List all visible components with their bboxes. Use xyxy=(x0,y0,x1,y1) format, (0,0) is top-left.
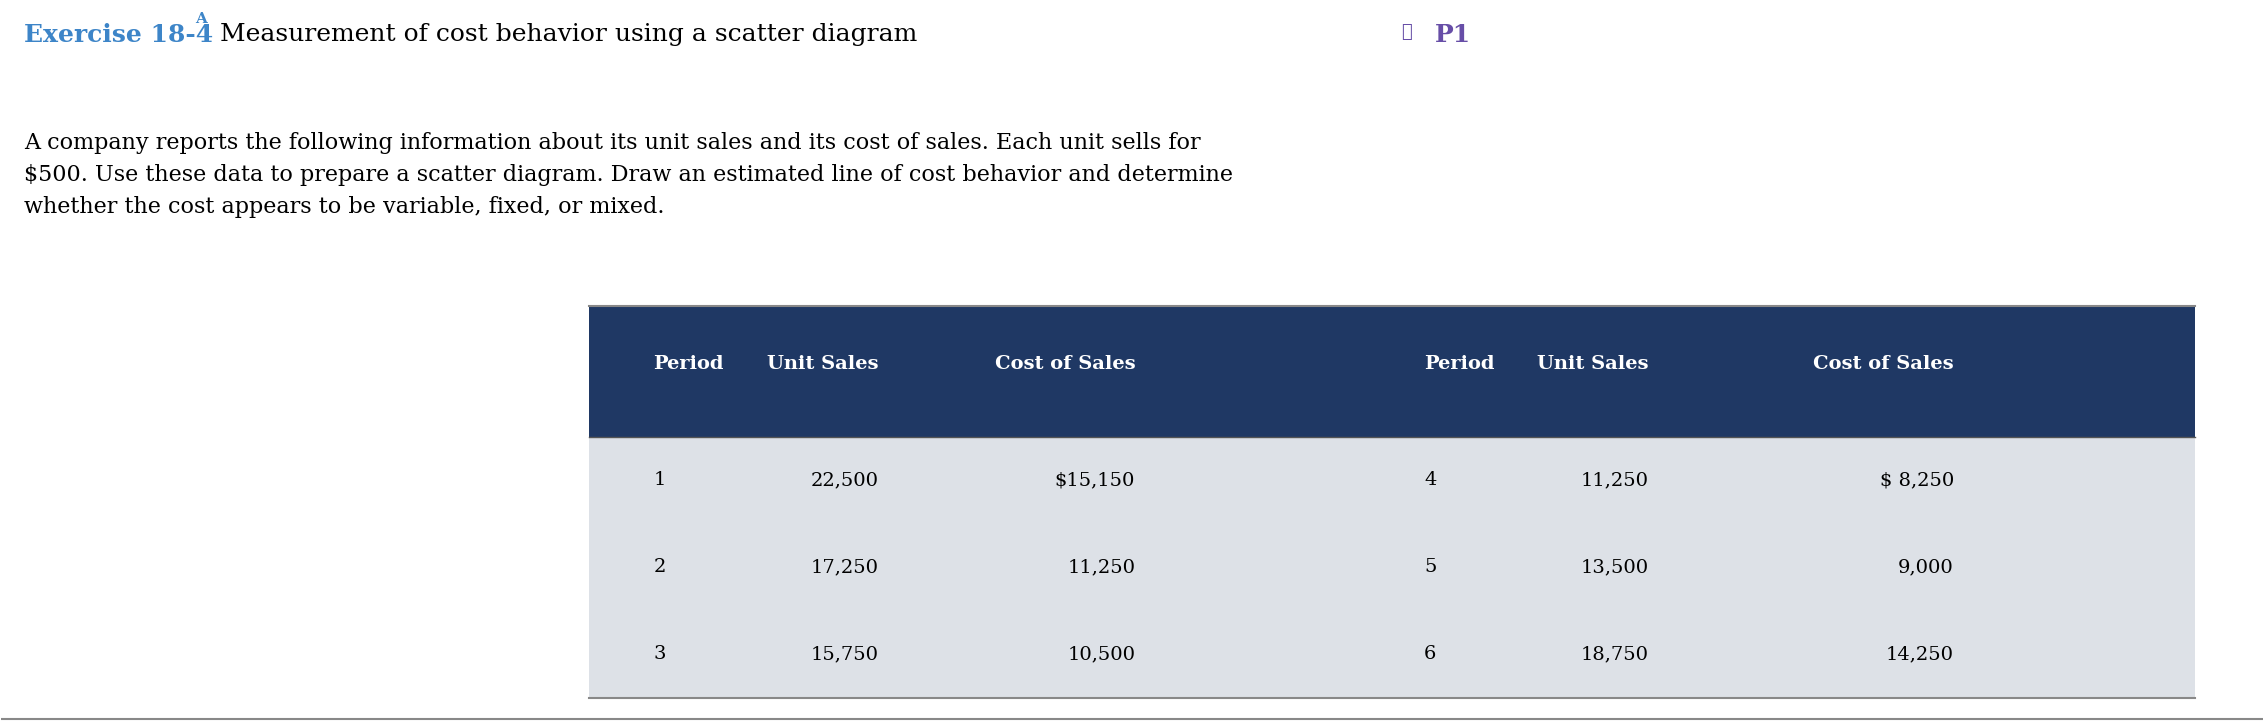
Text: Measurement of cost behavior using a scatter diagram: Measurement of cost behavior using a sca… xyxy=(211,23,926,46)
Text: 15,750: 15,750 xyxy=(811,645,878,663)
Text: 9,000: 9,000 xyxy=(1897,558,1954,576)
Text: 2: 2 xyxy=(654,558,666,576)
Text: Unit Sales: Unit Sales xyxy=(1537,355,1648,373)
Text: Cost of Sales: Cost of Sales xyxy=(1813,355,1954,373)
Text: 11,250: 11,250 xyxy=(1580,471,1648,489)
Text: Cost of Sales: Cost of Sales xyxy=(994,355,1134,373)
Text: P1: P1 xyxy=(1435,23,1472,47)
Text: $ 8,250: $ 8,250 xyxy=(1879,471,1954,489)
Text: 17,250: 17,250 xyxy=(811,558,878,576)
Text: Unit Sales: Unit Sales xyxy=(767,355,878,373)
Text: 1: 1 xyxy=(654,471,666,489)
Text: 6: 6 xyxy=(1424,645,1438,663)
Text: 18,750: 18,750 xyxy=(1580,645,1648,663)
Text: 4: 4 xyxy=(1424,471,1438,489)
Text: $15,150: $15,150 xyxy=(1055,471,1134,489)
Text: 3: 3 xyxy=(654,645,666,663)
Text: Exercise 18-4: Exercise 18-4 xyxy=(25,23,213,47)
Text: 14,250: 14,250 xyxy=(1886,645,1954,663)
Text: A: A xyxy=(195,12,206,26)
Text: A company reports the following information about its unit sales and its cost of: A company reports the following informat… xyxy=(25,132,1234,218)
Text: 22,500: 22,500 xyxy=(811,471,878,489)
Text: 13,500: 13,500 xyxy=(1580,558,1648,576)
Text: 11,250: 11,250 xyxy=(1066,558,1134,576)
Text: 5: 5 xyxy=(1424,558,1438,576)
Text: ⧉: ⧉ xyxy=(1401,23,1413,41)
Text: 10,500: 10,500 xyxy=(1066,645,1134,663)
Text: Period: Period xyxy=(1424,355,1494,373)
Text: Period: Period xyxy=(654,355,724,373)
